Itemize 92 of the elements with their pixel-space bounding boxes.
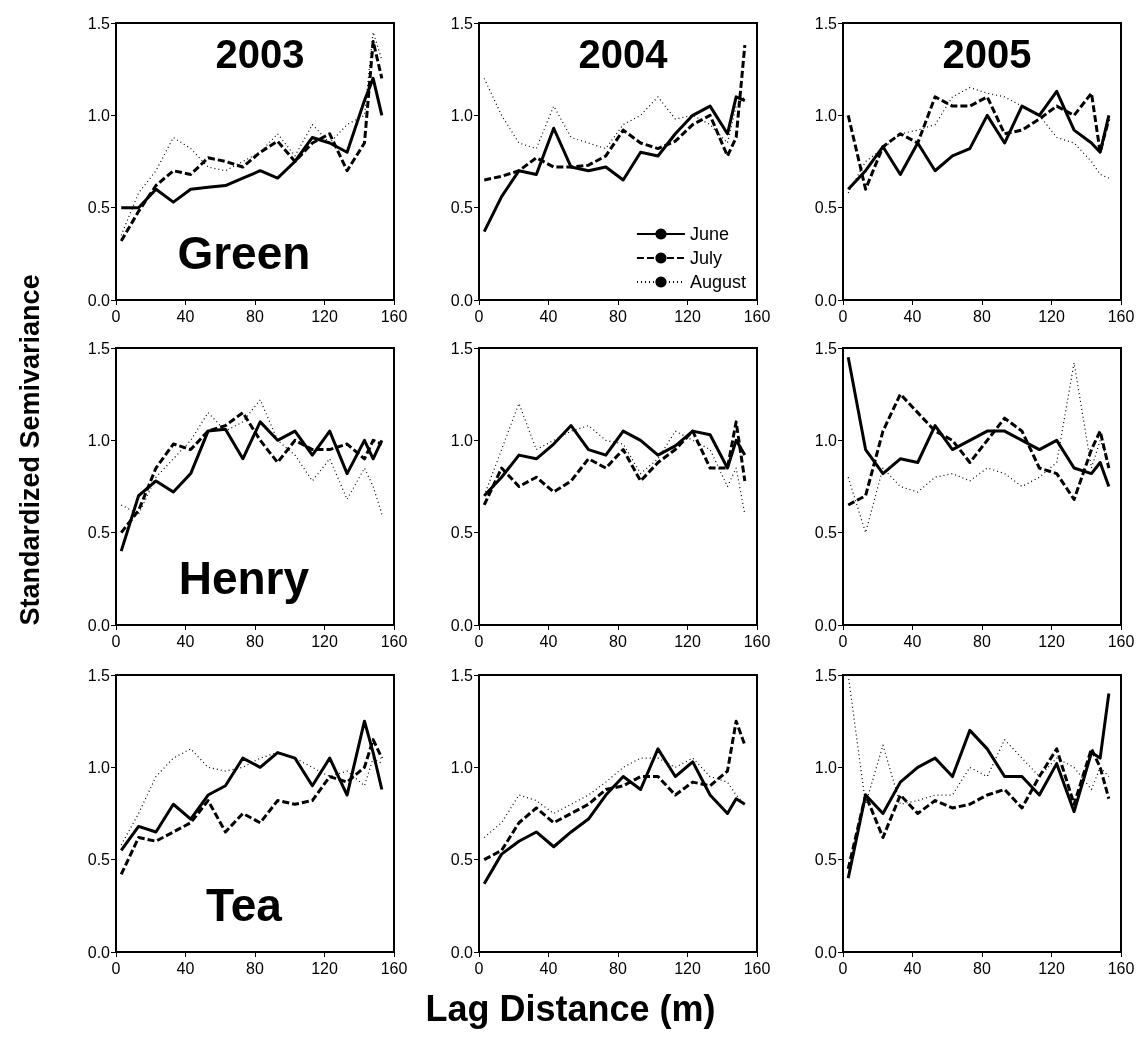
y-tick-label: 0.0 [87,291,111,309]
x-tick-label: 160 [1107,959,1135,977]
x-tick-label: 0 [111,959,121,977]
y-tick-label: 1.5 [87,339,111,357]
x-tick-label: 160 [380,632,408,650]
x-tick-label: 40 [176,959,195,977]
x-tick-label: 120 [1038,632,1065,650]
x-tick-label: 80 [609,632,627,650]
x-tick-label: 120 [1038,307,1065,325]
y-tick-label: 0.5 [87,524,111,542]
y-tick-label: 1.0 [814,431,838,449]
x-tick-label: 0 [838,959,848,977]
x-tick-label: 120 [311,307,338,325]
y-tick-label: 0.5 [814,524,838,542]
x-tick-label: 160 [743,632,771,650]
y-tick-label: 1.5 [450,14,474,32]
x-tick-label: 160 [1107,632,1135,650]
x-tick-label: 0 [111,632,121,650]
y-tick-label: 0.0 [450,616,474,634]
y-tick-label: 0.0 [87,943,111,961]
y-tick-label: 0.0 [450,943,474,961]
x-tick-label: 120 [674,959,701,977]
x-tick-label: 80 [246,632,264,650]
chart-title: 2005 [942,32,1032,76]
y-tick-label: 0.5 [87,851,111,869]
x-tick-label: 120 [311,632,338,650]
y-tick-label: 1.5 [450,339,474,357]
x-axis-title: Lag Distance (m) [424,988,717,1030]
y-tick-label: 0.5 [814,199,838,217]
y-tick-label: 1.5 [814,14,838,32]
y-tick-label: 1.0 [450,431,474,449]
x-tick-label: 0 [111,307,121,325]
y-tick-label: 0.0 [814,616,838,634]
chart-title: 2003 [215,32,305,76]
x-tick-label: 80 [609,959,627,977]
annotation: Tea [205,879,283,931]
y-tick-label: 0.0 [814,943,838,961]
y-tick-label: 1.0 [87,758,111,776]
x-tick-label: 40 [539,632,558,650]
y-tick-label: 1.0 [814,758,838,776]
x-tick-label: 160 [743,307,771,325]
y-tick-label: 1.5 [450,666,474,684]
y-tick-label: 1.0 [450,758,474,776]
x-tick-label: 0 [474,632,484,650]
x-tick-label: 0 [838,307,848,325]
y-tick-label: 0.5 [450,851,474,869]
y-axis-title: Standardized Semivariance [14,274,46,626]
y-tick-label: 1.5 [87,666,111,684]
x-tick-label: 0 [838,632,848,650]
y-tick-label: 1.0 [87,431,111,449]
y-tick-label: 0.0 [450,291,474,309]
chart-title: 2004 [578,32,669,76]
x-tick-label: 160 [380,307,408,325]
legend-label: June [689,224,730,244]
x-tick-label: 40 [903,632,922,650]
y-tick-label: 1.5 [814,339,838,357]
x-tick-label: 120 [311,959,338,977]
x-tick-label: 80 [973,959,991,977]
x-tick-label: 120 [674,307,701,325]
y-tick-label: 0.0 [814,291,838,309]
y-tick-label: 0.5 [450,199,474,217]
y-tick-label: 1.0 [450,106,474,124]
x-tick-label: 120 [1038,959,1065,977]
x-tick-label: 160 [380,959,408,977]
x-tick-label: 40 [903,307,922,325]
legend-label: July [689,248,722,268]
x-tick-label: 40 [539,307,558,325]
y-tick-label: 0.5 [814,851,838,869]
legend-label: August [689,272,747,292]
x-tick-label: 120 [674,632,701,650]
x-tick-label: 80 [609,307,627,325]
x-tick-label: 0 [474,307,484,325]
x-tick-label: 40 [539,959,558,977]
y-tick-label: 0.0 [87,616,111,634]
x-tick-label: 80 [246,959,264,977]
x-tick-label: 40 [176,632,195,650]
y-tick-label: 1.5 [814,666,838,684]
x-tick-label: 160 [1107,307,1135,325]
x-tick-label: 40 [903,959,922,977]
x-tick-label: 80 [246,307,264,325]
x-tick-label: 80 [973,307,991,325]
y-tick-label: 1.0 [814,106,838,124]
x-tick-label: 160 [743,959,771,977]
y-tick-label: 0.5 [87,199,111,217]
annotation: Green [177,227,311,279]
y-tick-label: 1.0 [87,106,111,124]
x-tick-label: 0 [474,959,484,977]
annotation: Henry [178,552,310,604]
x-tick-label: 40 [176,307,195,325]
x-tick-label: 80 [973,632,991,650]
y-tick-label: 1.5 [87,14,111,32]
y-tick-label: 0.5 [450,524,474,542]
